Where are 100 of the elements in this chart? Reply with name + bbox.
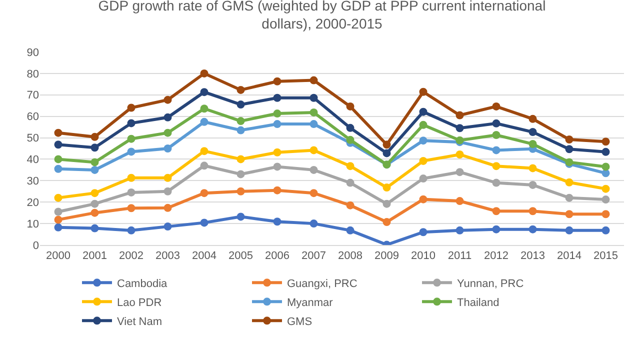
- point: [164, 128, 172, 137]
- point: [419, 228, 428, 236]
- point: [236, 212, 245, 221]
- point: [273, 186, 282, 194]
- point: [492, 207, 500, 216]
- y-tick-label: 70: [26, 90, 39, 102]
- point: [346, 124, 354, 132]
- y-tick-label: 50: [26, 132, 39, 145]
- point: [346, 178, 354, 187]
- point: [54, 223, 62, 232]
- point: [602, 210, 610, 218]
- point: [419, 156, 428, 165]
- point: [200, 104, 208, 113]
- point: [346, 201, 354, 210]
- point: [528, 207, 537, 216]
- point: [456, 168, 464, 176]
- point: [200, 69, 208, 78]
- point: [127, 134, 136, 143]
- point: [528, 225, 537, 234]
- point: [90, 208, 99, 217]
- legend-label: Viet Nam: [117, 316, 162, 328]
- point: [164, 204, 172, 212]
- point: [492, 225, 500, 234]
- point: [456, 226, 464, 234]
- x-tick-label: 2006: [265, 250, 290, 262]
- point: [127, 204, 136, 212]
- legend-label: Thailand: [457, 296, 500, 309]
- y-tick-label: 0: [32, 240, 39, 252]
- point: [382, 149, 391, 158]
- point: [164, 222, 172, 231]
- point: [127, 174, 136, 182]
- point: [492, 119, 500, 128]
- point: [273, 77, 282, 86]
- y-tick-label: 60: [26, 111, 39, 124]
- point: [310, 94, 318, 102]
- point: [310, 220, 318, 228]
- point: [90, 158, 99, 166]
- point: [310, 120, 318, 128]
- x-tick-label: 2001: [82, 250, 107, 262]
- point: [602, 196, 610, 204]
- point: [236, 86, 245, 94]
- point: [90, 189, 99, 198]
- point: [90, 166, 99, 174]
- legend-label: Guangxi, PRC: [287, 278, 358, 290]
- point: [456, 124, 464, 132]
- x-tick-label: 2010: [411, 250, 436, 262]
- point: [492, 130, 500, 139]
- point: [54, 208, 62, 216]
- point: [236, 117, 245, 126]
- point: [419, 120, 428, 129]
- point: [90, 144, 99, 152]
- point: [127, 188, 136, 196]
- point: [492, 146, 500, 154]
- point: [456, 197, 464, 206]
- x-tick-label: 2008: [338, 250, 362, 262]
- point: [382, 218, 391, 226]
- point: [565, 210, 574, 218]
- legend-label: GMS: [287, 316, 312, 328]
- point: [565, 178, 574, 186]
- point: [200, 118, 208, 126]
- point: [456, 150, 464, 158]
- point: [200, 218, 208, 227]
- point: [164, 187, 172, 196]
- point: [419, 174, 428, 183]
- y-tick-label: 20: [26, 196, 39, 209]
- point: [90, 132, 99, 141]
- x-tick-label: 2012: [484, 250, 508, 262]
- point: [419, 108, 428, 116]
- legend-label: Cambodia: [117, 278, 168, 290]
- x-tick-label: 2009: [374, 250, 399, 262]
- point: [127, 226, 136, 234]
- point: [127, 148, 136, 156]
- legend-label: Lao PDR: [117, 296, 162, 309]
- point: [346, 136, 354, 144]
- point: [310, 76, 318, 84]
- legend-label: Yunnan, PRC: [457, 278, 524, 290]
- point: [54, 155, 62, 164]
- point: [164, 96, 172, 104]
- point: [90, 200, 99, 208]
- point: [528, 180, 537, 189]
- point: [54, 194, 62, 202]
- point: [419, 136, 428, 145]
- point: [602, 162, 610, 171]
- point: [54, 128, 62, 137]
- x-tick-label: 2014: [557, 250, 582, 262]
- point: [54, 216, 62, 224]
- point: [90, 224, 99, 232]
- point: [273, 162, 282, 171]
- point: [236, 170, 245, 178]
- x-tick-label: 2000: [46, 250, 70, 262]
- point: [528, 128, 537, 136]
- y-tick-label: 10: [26, 218, 39, 230]
- point: [346, 102, 354, 110]
- point: [54, 140, 62, 149]
- point: [200, 189, 208, 198]
- point: [273, 120, 282, 128]
- y-tick-label: 80: [26, 68, 39, 80]
- point: [164, 113, 172, 122]
- point: [565, 145, 574, 154]
- point: [236, 126, 245, 134]
